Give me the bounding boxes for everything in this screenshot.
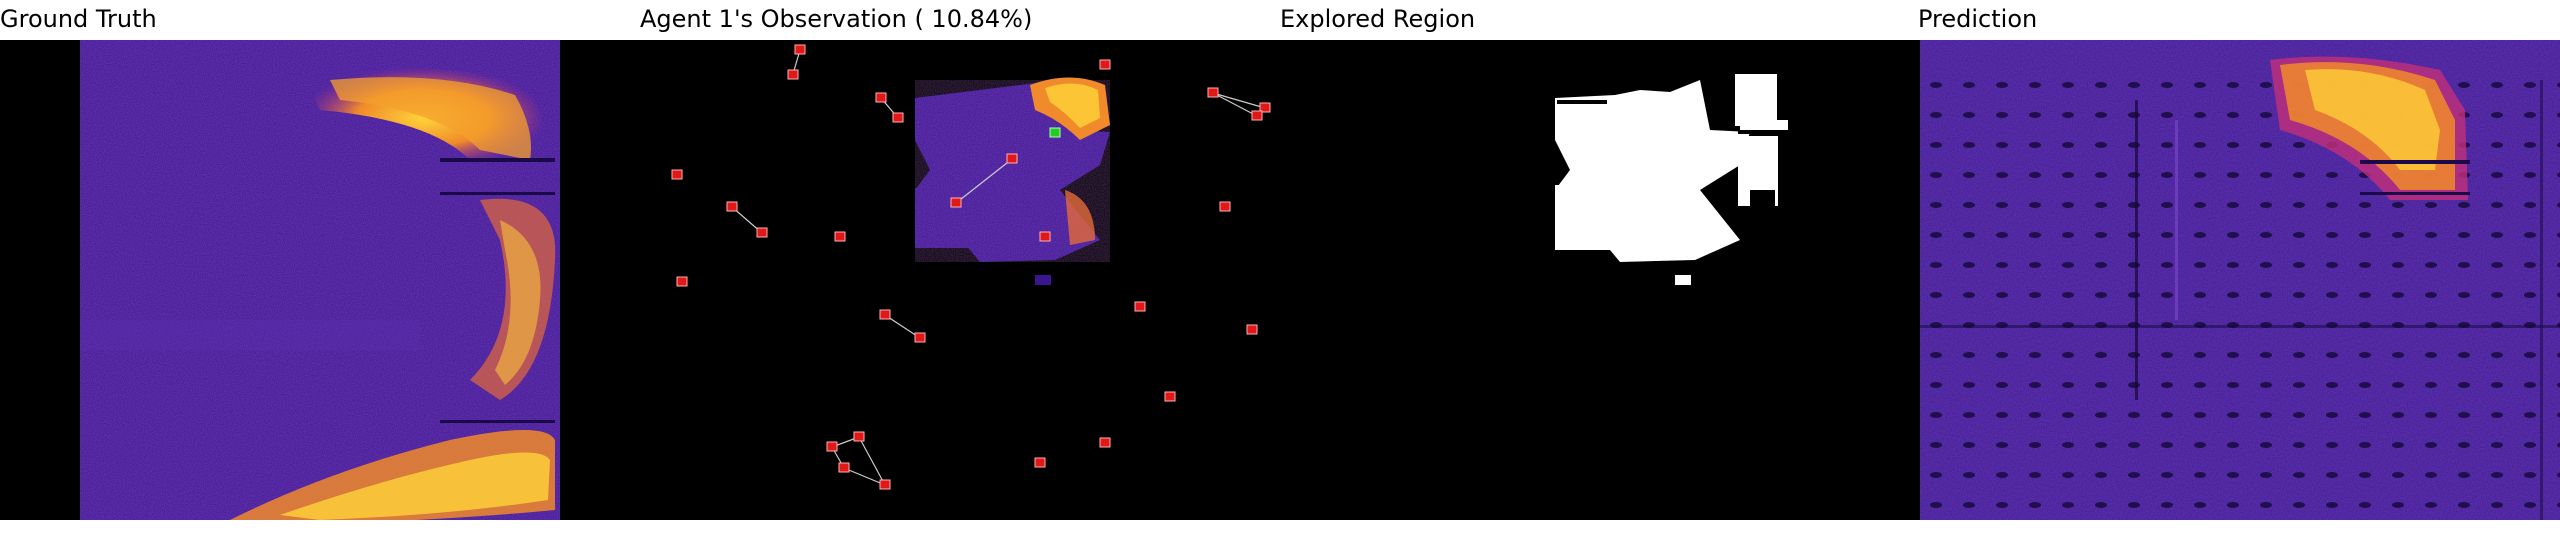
agent-marker — [787, 69, 799, 80]
ground-truth-heatmap — [80, 40, 560, 520]
agent-marker — [834, 231, 846, 242]
agent-marker — [671, 169, 683, 180]
agent-marker — [1246, 324, 1258, 335]
agent-marker — [756, 227, 768, 238]
agent-marker — [892, 112, 904, 123]
explored-title: Explored Region — [1280, 5, 1476, 33]
agent-marker — [1134, 301, 1146, 312]
prediction-heatmap — [1920, 40, 2560, 520]
observation-map — [671, 44, 1271, 490]
agent-marker — [1099, 437, 1111, 448]
agent-marker — [1164, 391, 1176, 402]
observation-title: Agent 1's Observation ( 10.84%) — [640, 5, 1033, 33]
agent-marker — [879, 479, 891, 490]
agent-marker — [1251, 110, 1263, 121]
agent-marker — [1034, 457, 1046, 468]
ground-truth-panel — [0, 40, 640, 520]
agent-marker — [1039, 231, 1051, 242]
observed-patches — [915, 77, 1110, 285]
active-agent-marker — [1049, 127, 1061, 138]
agent-marker — [1219, 201, 1231, 212]
agent-marker — [838, 462, 850, 473]
agent-marker — [676, 276, 688, 287]
ground-truth-title: Ground Truth — [0, 5, 157, 33]
agent-marker — [1006, 153, 1018, 164]
explored-mask — [1555, 74, 1788, 285]
agent-markers — [671, 44, 1271, 490]
agent-marker — [875, 92, 887, 103]
agent-marker — [1259, 102, 1271, 113]
agent-marker — [879, 309, 891, 320]
agent-marker — [1099, 59, 1111, 70]
observation-panel — [640, 40, 1280, 520]
agent-marker — [1207, 87, 1219, 98]
prediction-title: Prediction — [1918, 5, 2038, 33]
prediction-panel — [1920, 40, 2560, 520]
agent-marker — [853, 431, 865, 442]
agent-marker — [914, 332, 926, 343]
agent-marker — [726, 201, 738, 212]
agent-marker — [826, 441, 838, 452]
agent-marker — [950, 197, 962, 208]
agent-marker — [794, 44, 806, 55]
explored-panel — [1280, 40, 1920, 520]
